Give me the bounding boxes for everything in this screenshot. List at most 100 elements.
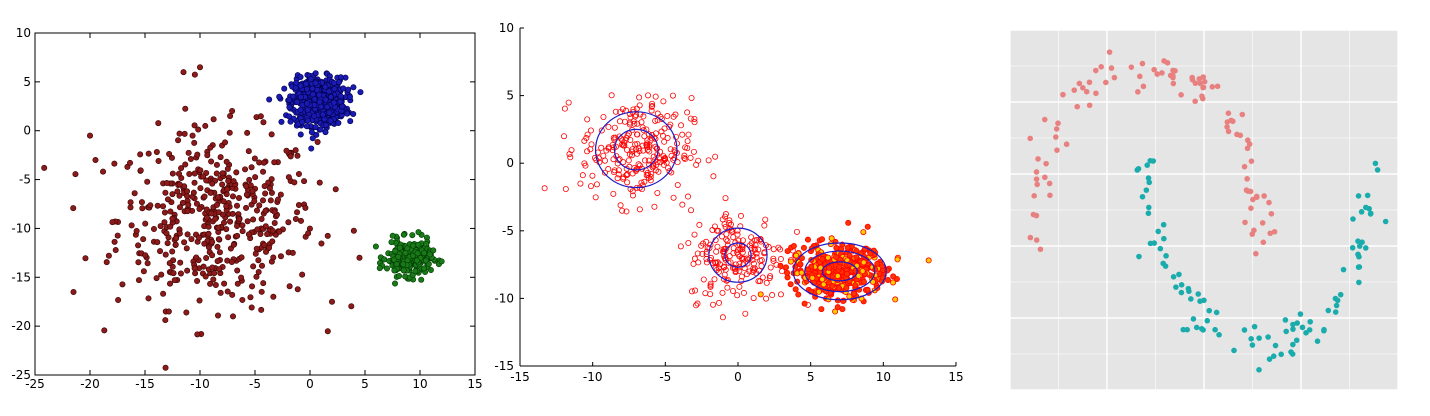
data-point bbox=[1204, 317, 1211, 324]
data-point bbox=[253, 273, 260, 280]
data-point bbox=[819, 276, 826, 283]
data-point bbox=[1184, 326, 1190, 333]
data-point bbox=[260, 168, 267, 175]
data-point bbox=[567, 154, 574, 161]
data-point bbox=[1299, 324, 1306, 331]
data-point bbox=[1200, 84, 1207, 91]
data-point bbox=[324, 232, 331, 239]
data-point bbox=[737, 212, 744, 219]
data-point bbox=[1027, 135, 1033, 142]
data-point bbox=[633, 105, 640, 112]
data-point bbox=[757, 257, 764, 264]
data-point bbox=[729, 287, 736, 294]
data-point bbox=[297, 217, 304, 224]
data-point bbox=[166, 260, 173, 267]
data-point bbox=[850, 290, 857, 297]
data-point bbox=[737, 223, 744, 230]
data-point bbox=[684, 193, 691, 200]
data-point bbox=[1199, 95, 1206, 102]
data-point bbox=[616, 118, 623, 125]
data-point bbox=[254, 226, 261, 233]
data-point bbox=[1239, 111, 1246, 118]
data-point bbox=[171, 277, 178, 284]
data-point bbox=[1060, 91, 1066, 98]
y-tick-label: -5 bbox=[502, 224, 514, 238]
data-point bbox=[614, 175, 621, 182]
data-point bbox=[297, 94, 304, 101]
data-point bbox=[751, 245, 758, 252]
data-point bbox=[430, 247, 437, 254]
data-point bbox=[415, 241, 422, 248]
data-point bbox=[224, 288, 231, 295]
data-point bbox=[1086, 79, 1093, 86]
data-point bbox=[1150, 158, 1157, 164]
data-point bbox=[215, 236, 222, 243]
data-point bbox=[1086, 102, 1093, 109]
data-point bbox=[170, 270, 177, 277]
data-point bbox=[584, 148, 591, 155]
chart-gmm-contours: -15 -10 -5 0 5 10 15 -15 -10 -5 0 5 10 bbox=[494, 21, 963, 384]
data-point bbox=[667, 121, 674, 128]
y-tick-label: -20 bbox=[11, 319, 31, 333]
x-tick-label: 0 bbox=[734, 370, 742, 384]
data-point bbox=[194, 151, 201, 158]
data-point bbox=[396, 273, 403, 280]
data-point bbox=[193, 200, 200, 207]
data-point bbox=[603, 147, 610, 154]
y-tick-label: -10 bbox=[11, 221, 31, 235]
data-point bbox=[696, 221, 703, 228]
data-point bbox=[347, 118, 354, 125]
data-point bbox=[266, 96, 273, 103]
data-point bbox=[1349, 244, 1356, 251]
data-point bbox=[276, 93, 283, 100]
data-point bbox=[642, 157, 649, 164]
data-point bbox=[259, 262, 266, 269]
data-point bbox=[1241, 163, 1248, 170]
data-point bbox=[157, 248, 164, 255]
data-point bbox=[393, 261, 400, 268]
data-point bbox=[714, 243, 721, 250]
data-point bbox=[711, 223, 718, 230]
data-point bbox=[267, 197, 274, 204]
data-point bbox=[636, 206, 643, 213]
data-point bbox=[331, 85, 338, 92]
data-point bbox=[294, 152, 301, 159]
data-point bbox=[629, 170, 636, 177]
data-point bbox=[1290, 341, 1296, 348]
data-point bbox=[828, 235, 835, 242]
data-point bbox=[214, 243, 221, 250]
data-point bbox=[647, 173, 654, 180]
data-point bbox=[111, 238, 118, 245]
data-point bbox=[1297, 311, 1304, 317]
data-point bbox=[623, 146, 630, 153]
data-point bbox=[304, 100, 311, 107]
data-point bbox=[624, 179, 631, 186]
data-point bbox=[194, 331, 201, 338]
data-point bbox=[312, 124, 319, 131]
data-point bbox=[164, 240, 171, 247]
x-tick-label: -15 bbox=[135, 377, 155, 391]
data-point bbox=[1033, 169, 1040, 175]
data-point bbox=[245, 231, 252, 238]
data-point bbox=[212, 215, 219, 222]
data-point bbox=[209, 238, 216, 245]
data-point bbox=[769, 292, 776, 299]
data-point bbox=[422, 257, 429, 264]
data-point bbox=[1261, 193, 1267, 199]
data-point bbox=[224, 186, 231, 193]
data-point bbox=[258, 215, 265, 222]
data-point bbox=[421, 265, 428, 272]
data-point bbox=[215, 194, 222, 201]
data-point bbox=[582, 162, 589, 169]
data-point bbox=[682, 156, 689, 163]
data-point bbox=[1042, 174, 1048, 181]
data-point bbox=[167, 280, 174, 287]
data-point bbox=[438, 258, 445, 265]
data-point bbox=[311, 113, 318, 120]
data-point bbox=[197, 167, 204, 174]
data-point bbox=[1178, 92, 1184, 98]
data-point bbox=[350, 227, 357, 234]
y-tick-label: -10 bbox=[494, 291, 514, 305]
data-point bbox=[1382, 218, 1389, 225]
data-point bbox=[175, 137, 182, 144]
